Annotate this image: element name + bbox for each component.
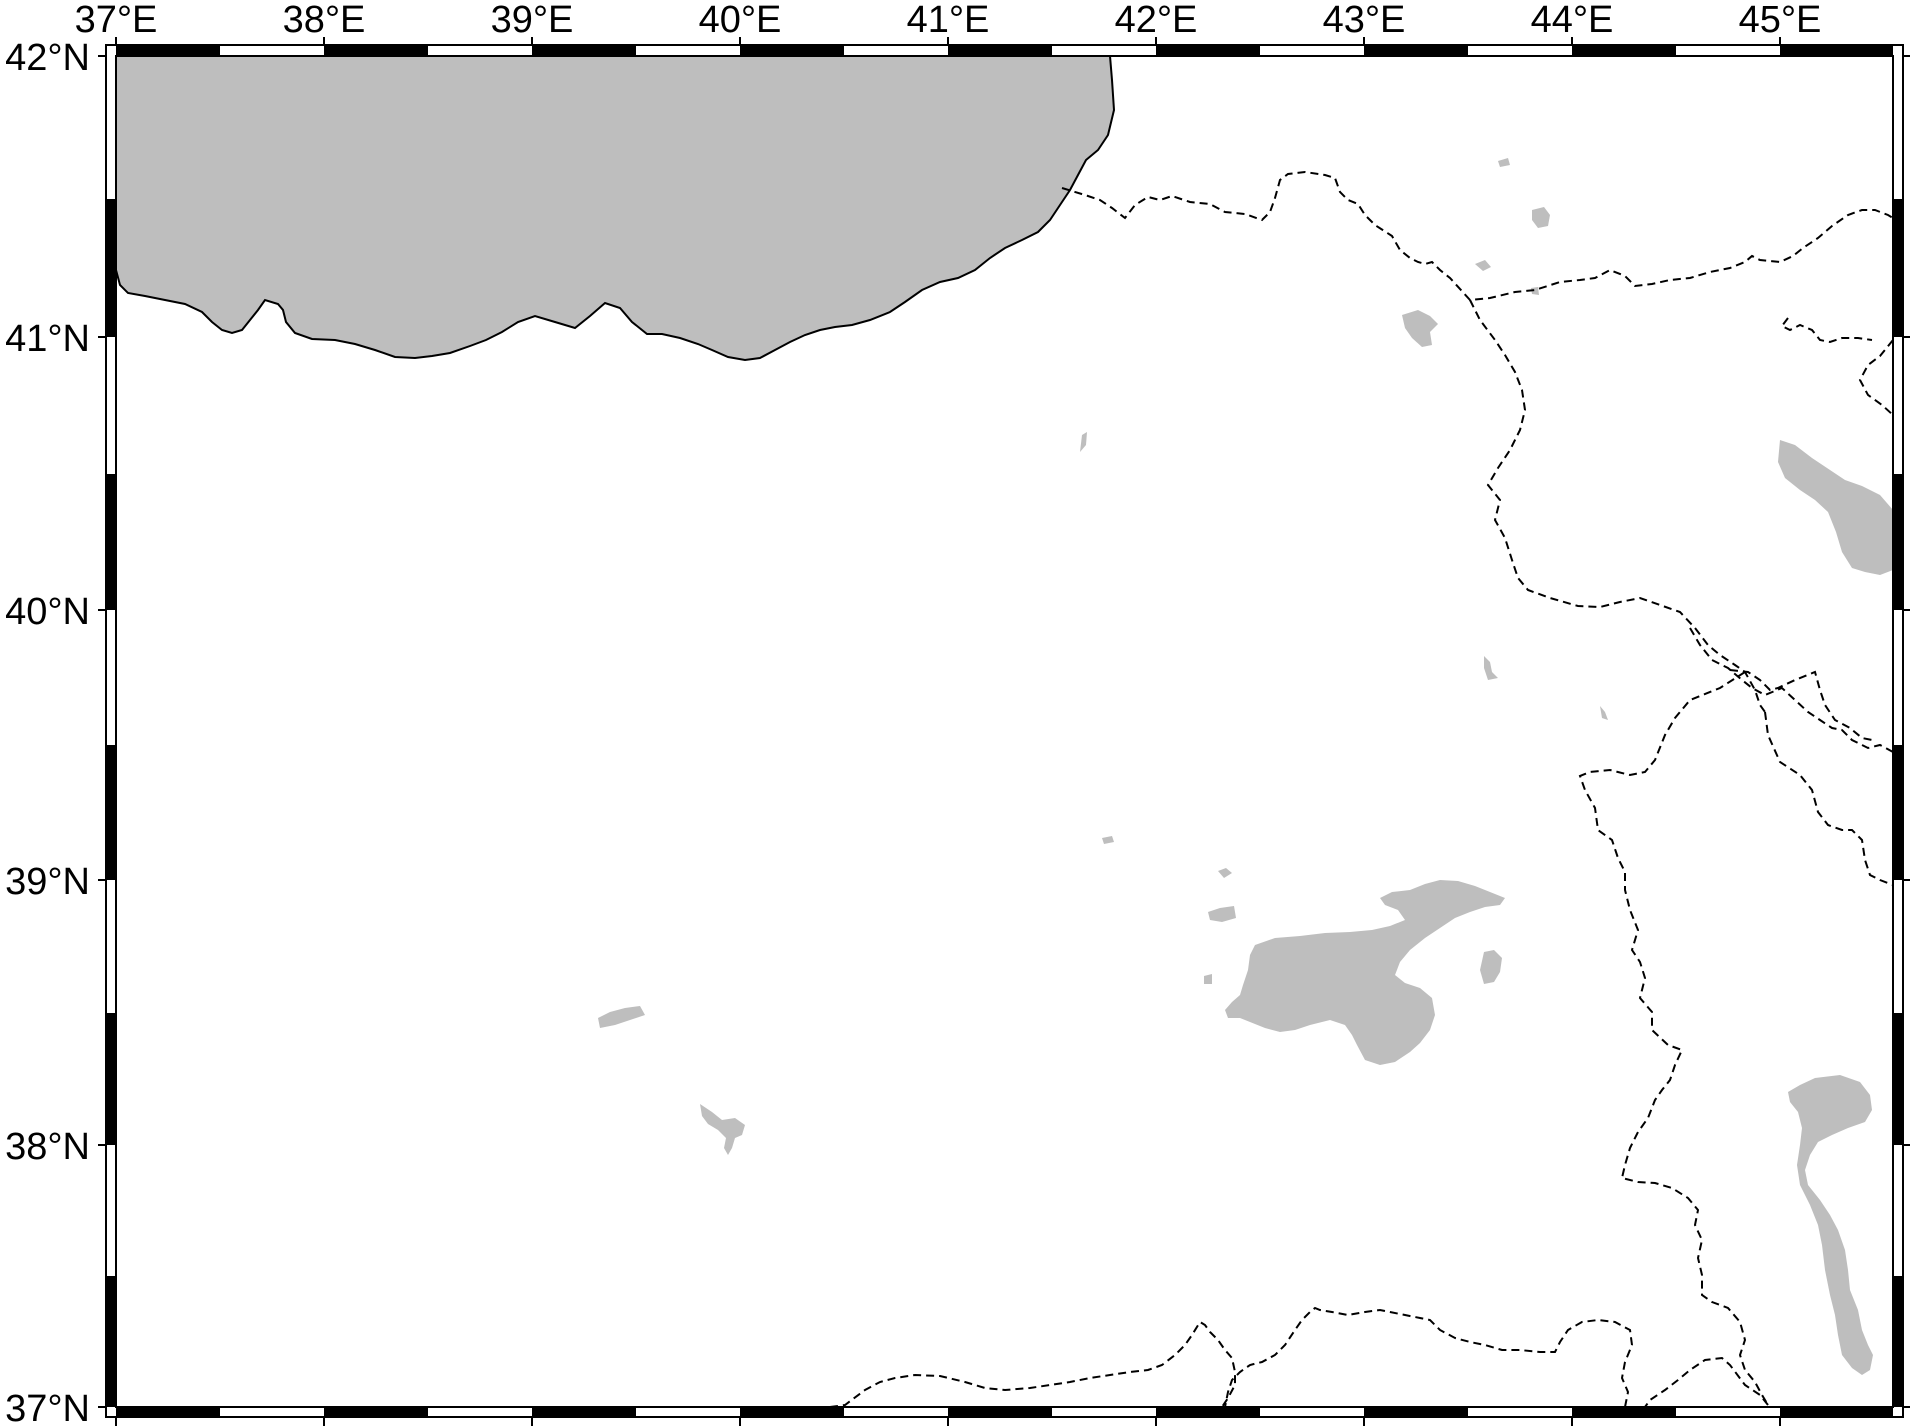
lon-label-44: 44°E xyxy=(1531,0,1614,41)
small-lake xyxy=(1208,906,1236,922)
lon-label-41: 41°E xyxy=(907,0,990,41)
small-lake xyxy=(1102,836,1114,844)
border-nakhchivan-north xyxy=(1729,669,1873,741)
latitude-labels: 42°N 41°N 40°N 39°N 38°N 37°N xyxy=(5,37,90,1426)
border-turkey-iraq xyxy=(1644,1356,1769,1408)
lat-label-41: 41°N xyxy=(5,318,90,360)
small-lake xyxy=(1218,868,1232,878)
small-lake xyxy=(1080,432,1087,452)
lake-sevan xyxy=(1778,440,1893,575)
lon-label-38: 38°E xyxy=(283,0,366,41)
border-turkey-armenia xyxy=(1469,299,1766,713)
map-frame xyxy=(105,44,1904,1418)
international-borders xyxy=(829,170,1894,1408)
black-sea xyxy=(115,55,1116,362)
lon-label-39: 39°E xyxy=(491,0,574,41)
lon-label-40: 40°E xyxy=(699,0,782,41)
cildir-lake xyxy=(1402,310,1438,347)
tick-marks xyxy=(98,37,1910,1426)
lon-label-42: 42°E xyxy=(1115,0,1198,41)
lon-label-45: 45°E xyxy=(1739,0,1822,41)
border-iraq-syria xyxy=(1224,1306,1634,1408)
small-lake xyxy=(1484,656,1498,680)
border-turkey-syria xyxy=(829,1320,1236,1408)
lake-van xyxy=(1225,880,1505,1065)
small-lake xyxy=(1480,950,1502,984)
border-armenia-east xyxy=(1858,339,1894,416)
small-lake xyxy=(1498,158,1510,167)
lat-label-39: 39°N xyxy=(5,861,90,903)
small-lake xyxy=(1532,207,1550,228)
lat-label-37: 37°N xyxy=(5,1388,90,1426)
border-turkey-georgia xyxy=(1061,170,1894,302)
lat-label-42: 42°N xyxy=(5,37,90,79)
border-armenia-nakhchivan xyxy=(1689,627,1894,753)
keban-reservoir xyxy=(598,1006,645,1028)
border-armenia-azerbaijan xyxy=(1780,317,1873,344)
longitude-labels: 37°E 38°E 39°E 40°E 41°E 42°E 43°E 44°E … xyxy=(75,0,1822,41)
small-lake xyxy=(1475,260,1491,271)
border-turkey-iran xyxy=(1578,671,1769,1406)
lon-label-37: 37°E xyxy=(75,0,158,41)
lake-urmia xyxy=(1788,1075,1873,1375)
lat-label-38: 38°N xyxy=(5,1126,90,1168)
small-lake xyxy=(1531,287,1539,295)
lon-label-43: 43°E xyxy=(1323,0,1406,41)
border-nakhchivan-iran xyxy=(1764,711,1894,886)
hazar-lake xyxy=(700,1104,745,1155)
small-lake xyxy=(1204,974,1212,984)
small-lake xyxy=(1600,706,1608,720)
lat-label-40: 40°N xyxy=(5,591,90,633)
